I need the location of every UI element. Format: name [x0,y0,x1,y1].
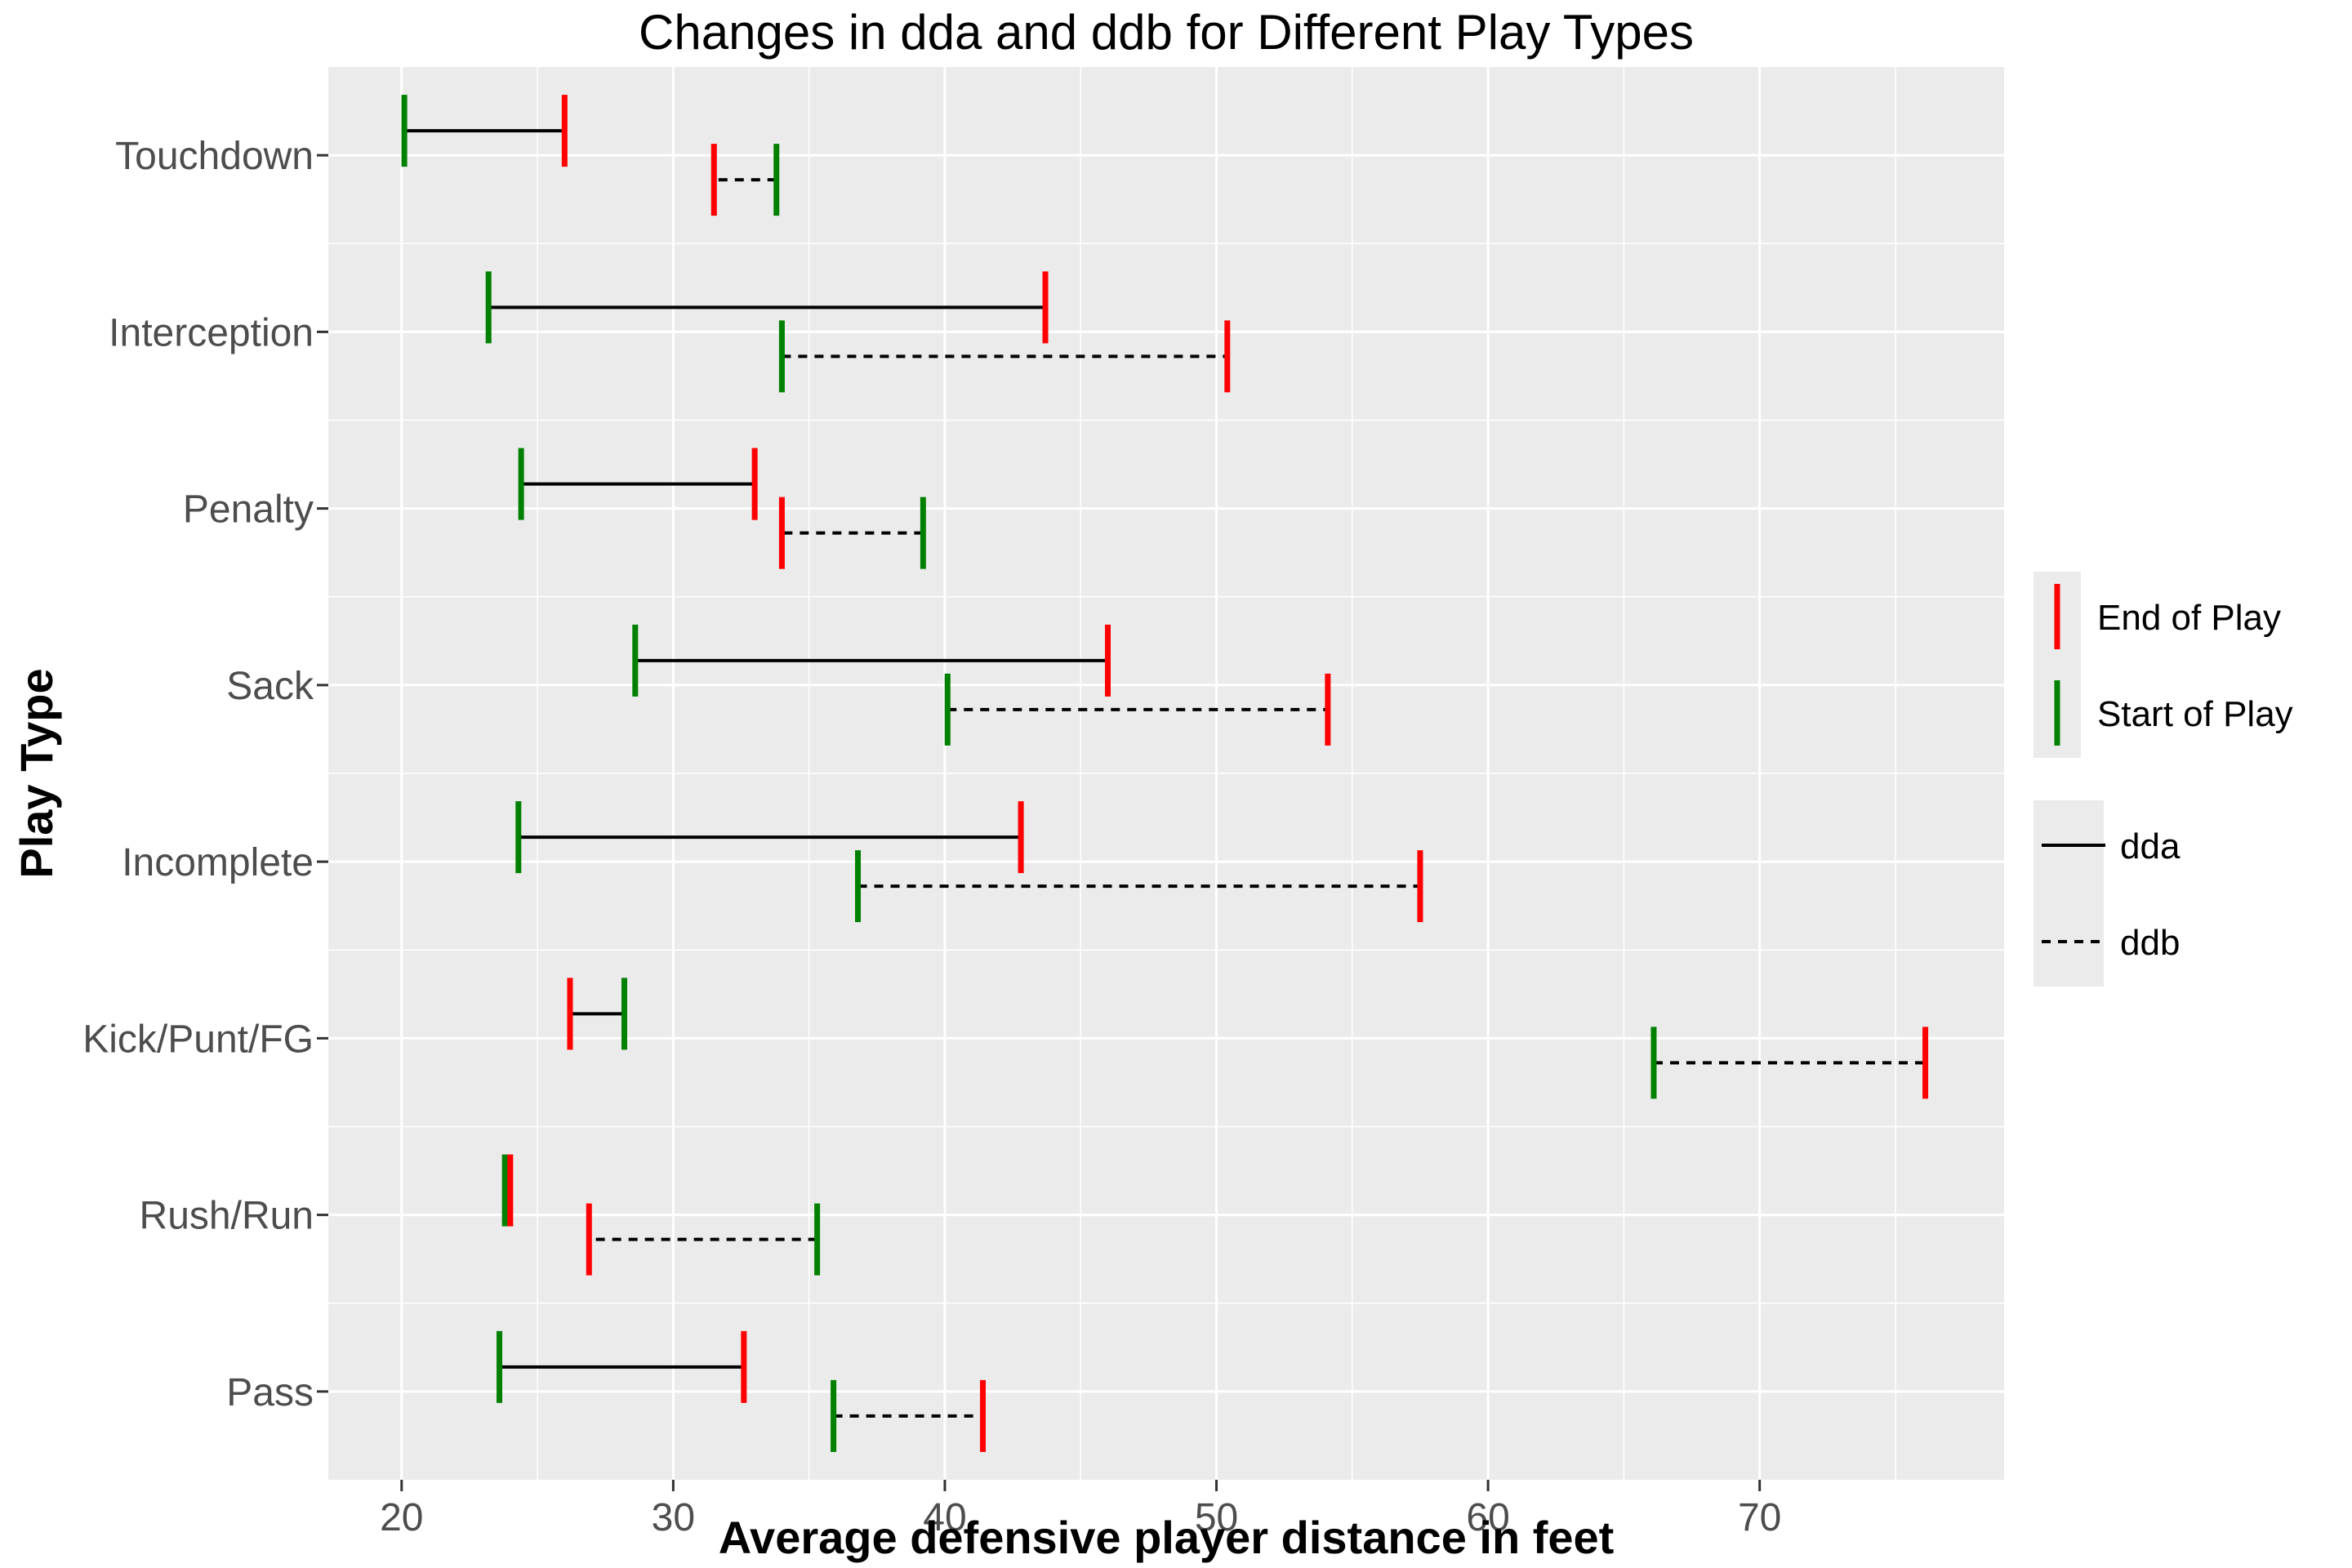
x-tick-label-50: 50 [1195,1496,1238,1539]
x-axis-ticks: 20 30 40 50 60 70 [380,1480,1781,1539]
legend-label-ddb: ddb [2120,923,2180,963]
series-dda [401,95,1111,1403]
x-tick-label-20: 20 [380,1496,423,1539]
legend-label-start-of-play: Start of Play [2097,694,2293,734]
y-tick-label-penalty: Penalty [183,488,314,532]
legend-label-end-of-play: End of Play [2097,598,2281,638]
chart-marks [401,95,1929,1452]
y-tick-label-sack: Sack [226,665,314,708]
grid-lines [328,67,2004,1480]
x-tick-label-70: 70 [1738,1496,1781,1539]
y-tick-label-incomplete: Incomplete [122,841,314,884]
x-tick-label-30: 30 [652,1496,695,1539]
y-tick-label-interception: Interception [109,311,314,354]
x-tick-label-40: 40 [923,1496,966,1539]
legend-line-key-bg [2034,800,2104,987]
legend: End of Play Start of Play dda ddb [2034,572,2293,987]
series-ddb [586,144,1929,1452]
y-tick-label-kick-punt-fg: Kick/Punt/FG [82,1018,314,1061]
y-tick-label-touchdown: Touchdown [115,135,314,178]
y-tick-label-rush-run: Rush/Run [140,1195,314,1238]
legend-label-dda: dda [2120,826,2180,866]
x-axis-title: Average defensive player distance in fee… [719,1512,1615,1563]
x-tick-label-60: 60 [1466,1496,1509,1539]
y-axis-title: Play Type [11,668,62,878]
chart-title: Changes in dda and ddb for Different Pla… [639,5,1694,60]
y-axis-ticks: Touchdown Interception Penalty Sack Incomple… [82,135,328,1414]
y-tick-label-pass: Pass [226,1371,314,1414]
